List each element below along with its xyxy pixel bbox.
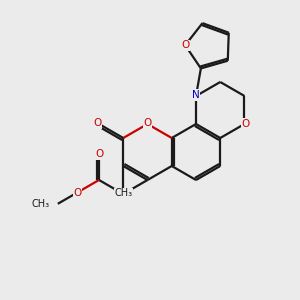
Text: O: O: [95, 149, 103, 159]
Text: N: N: [192, 90, 200, 100]
Text: CH₃: CH₃: [32, 199, 50, 209]
Text: O: O: [73, 188, 82, 198]
Text: O: O: [143, 118, 152, 128]
Text: O: O: [242, 119, 250, 129]
Text: O: O: [93, 118, 101, 128]
Text: O: O: [181, 40, 189, 50]
Text: CH₃: CH₃: [114, 188, 132, 198]
